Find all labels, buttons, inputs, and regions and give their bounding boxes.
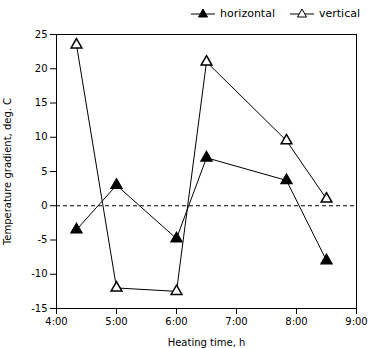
svg-text:8:00: 8:00	[285, 316, 307, 327]
svg-text:5: 5	[41, 166, 47, 177]
svg-text:4:00: 4:00	[45, 316, 67, 327]
svg-text:6:00: 6:00	[165, 316, 187, 327]
svg-text:7:00: 7:00	[225, 316, 247, 327]
svg-text:25: 25	[35, 29, 48, 40]
svg-text:-15: -15	[31, 303, 47, 314]
svg-text:20: 20	[35, 63, 48, 74]
svg-text:Temperature gradient, deg. C: Temperature gradient, deg. C	[2, 98, 13, 246]
svg-text:10: 10	[35, 131, 48, 142]
svg-text:-5: -5	[38, 234, 48, 245]
svg-text:-10: -10	[31, 268, 47, 279]
svg-text:Heating time, h: Heating time, h	[168, 337, 246, 348]
svg-text:15: 15	[35, 97, 48, 108]
svg-text:9:00: 9:00	[345, 316, 367, 327]
svg-text:0: 0	[41, 200, 47, 211]
svg-text:5:00: 5:00	[105, 316, 127, 327]
html-text:vertical: vertical	[319, 6, 360, 20]
html-text:horizontal: horizontal	[220, 6, 275, 20]
